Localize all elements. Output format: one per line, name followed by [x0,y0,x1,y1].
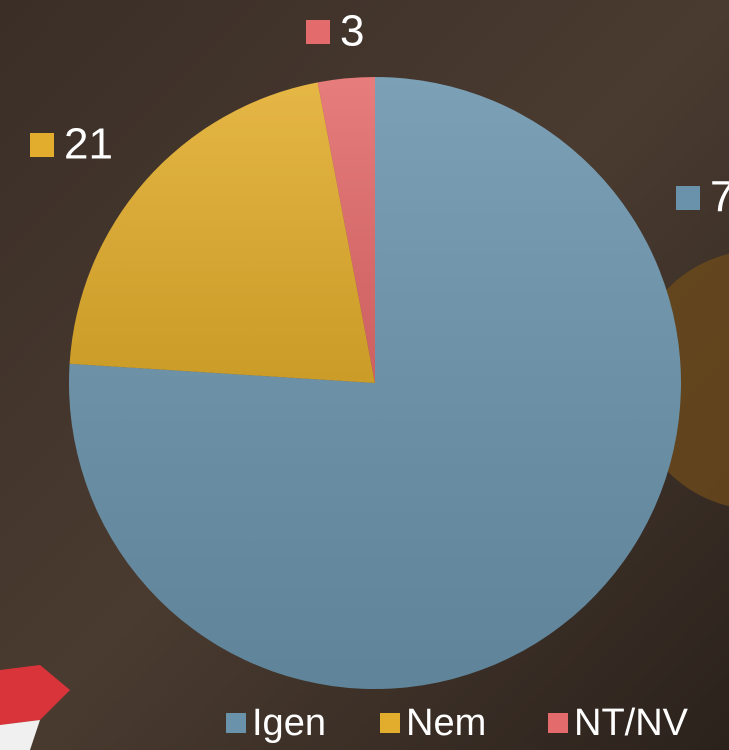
legend-key [380,713,400,733]
data-label-key [30,133,54,157]
pie-slice-shade [69,77,682,689]
legend-label: Igen [252,702,326,744]
legend-label: Nem [406,702,486,744]
data-label: 3 [340,7,364,56]
data-label-key [676,186,700,210]
legend-label: NT/NV [574,702,689,744]
legend-key [548,713,568,733]
data-label: 76 [710,173,729,222]
pie-slice-shade [69,82,375,383]
pie-slice-shade [317,77,375,383]
background-flag [0,720,40,750]
legend-key [226,713,246,733]
data-label: 21 [64,120,113,169]
data-label-key [306,20,330,44]
background-flag [0,665,70,725]
